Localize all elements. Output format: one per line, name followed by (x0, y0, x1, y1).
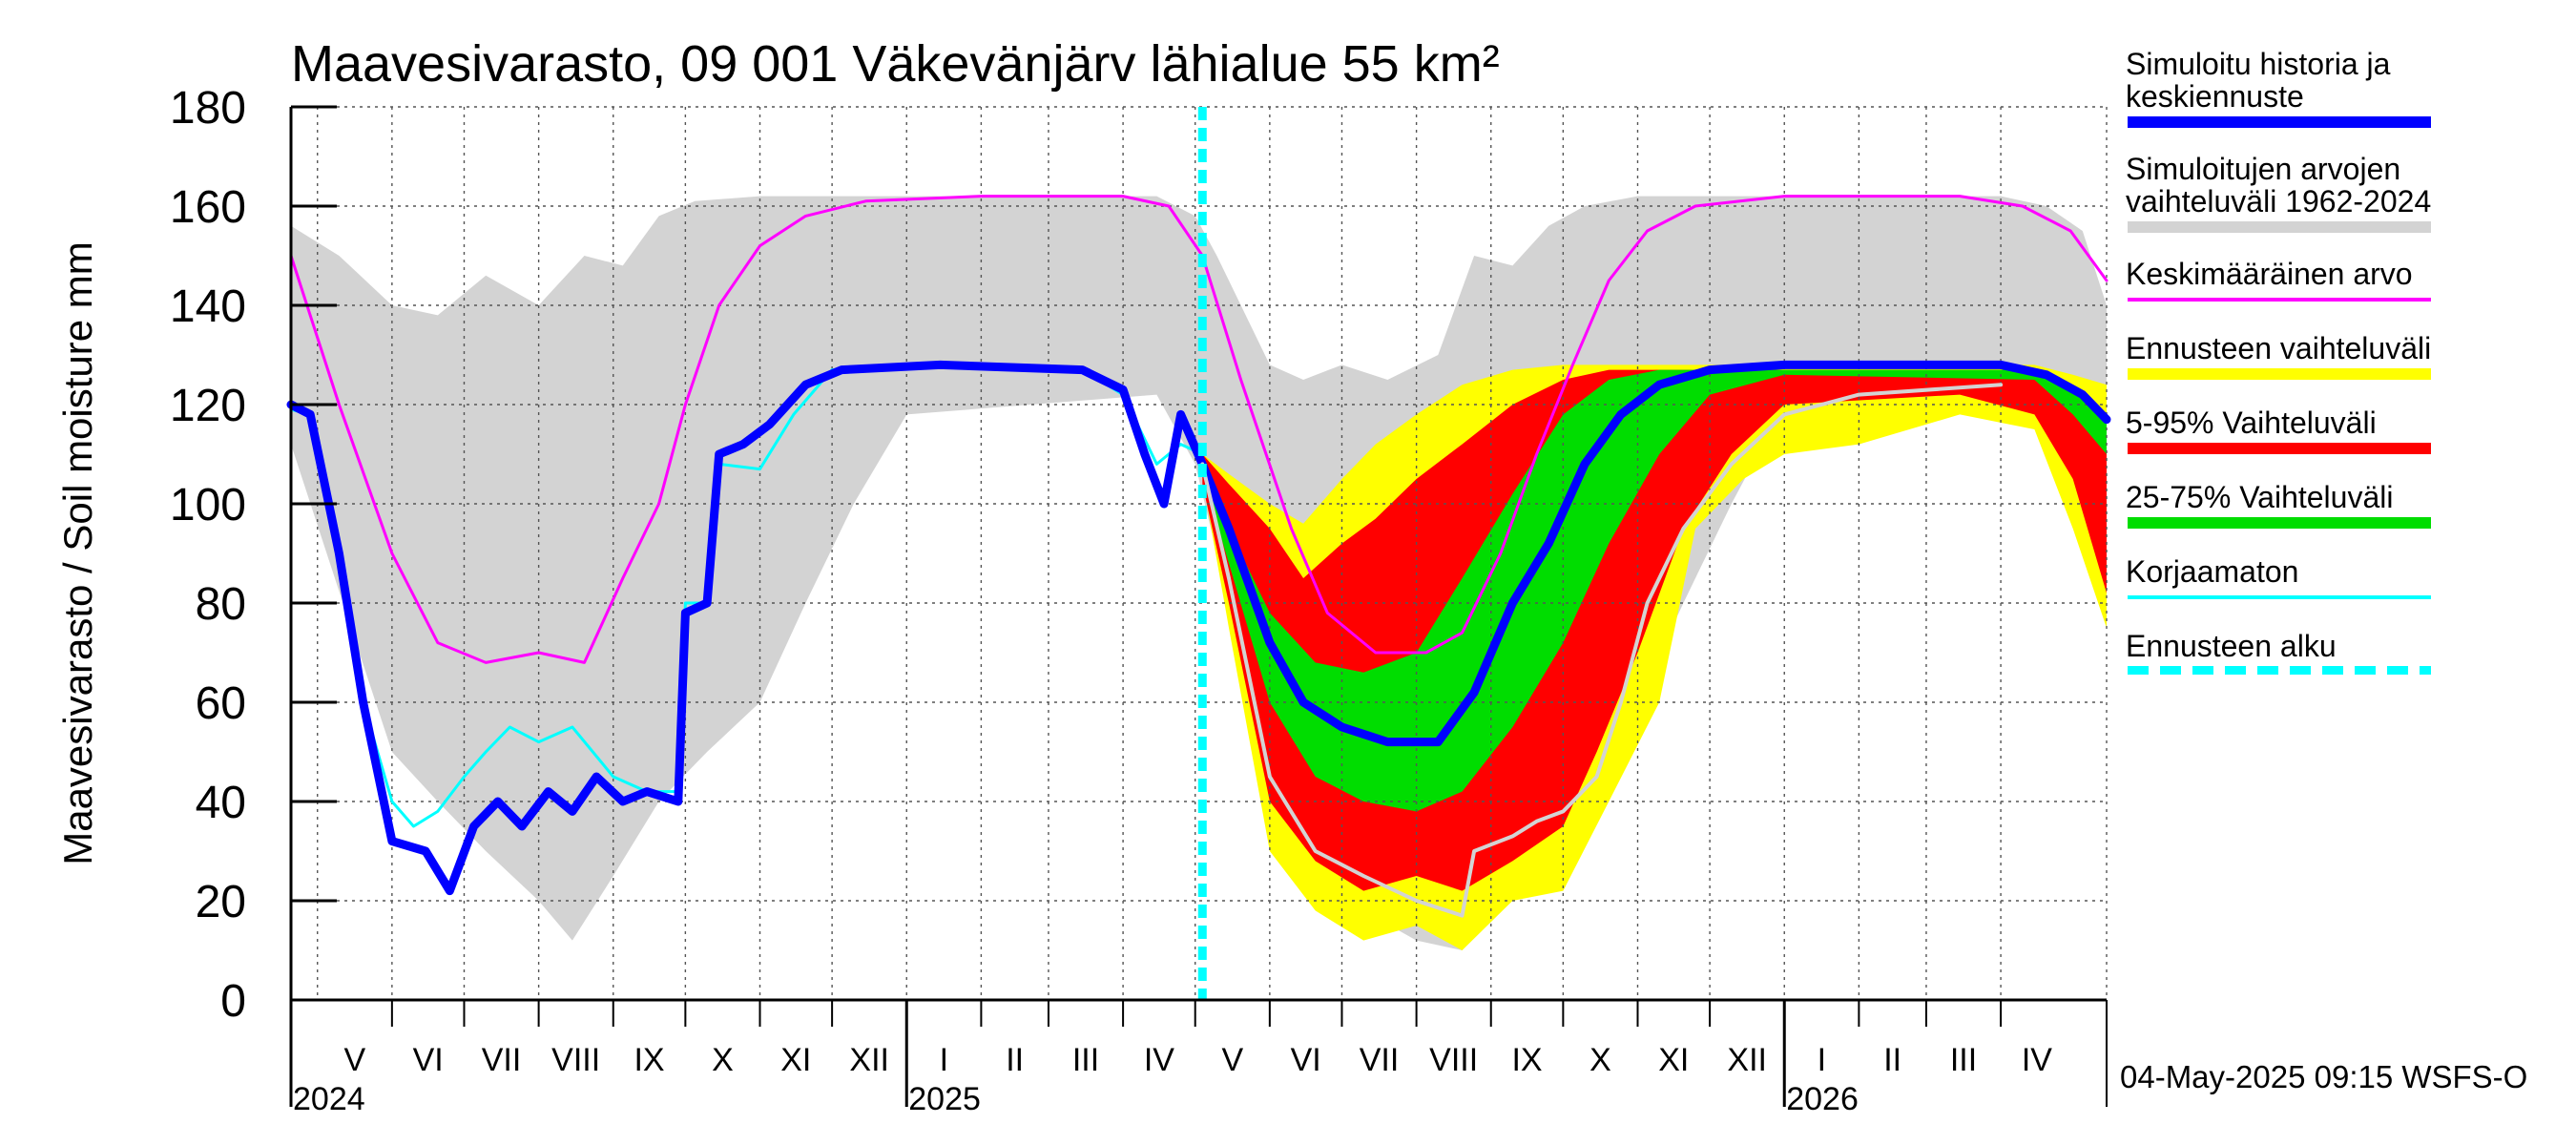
legend-label: 25-75% Vaihteluväli (2126, 480, 2394, 514)
month-label: XI (1658, 1042, 1689, 1078)
legend-swatch (2128, 517, 2431, 529)
grid-lines (291, 106, 2108, 1000)
month-label: XI (780, 1042, 811, 1078)
month-label: IV (1144, 1042, 1174, 1078)
band-25-75-vaihteluv-li (1202, 369, 2107, 812)
month-label: III (1072, 1042, 1099, 1078)
month-label: X (712, 1042, 734, 1078)
year-label: 2026 (1786, 1081, 1859, 1117)
month-label: V (1221, 1042, 1243, 1078)
month-label: VII (1360, 1042, 1400, 1078)
legend-swatch (2128, 443, 2431, 454)
y-tick-label: 180 (170, 83, 246, 134)
month-label: IV (2022, 1042, 2052, 1078)
month-label: X (1589, 1042, 1611, 1078)
series-lines (286, 107, 2111, 1000)
month-label: VI (413, 1042, 444, 1078)
legend-label: 5-95% Vaihteluväli (2126, 406, 2377, 440)
chart-title: Maavesivarasto, 09 001 Väkevänjärv lähia… (291, 35, 1500, 93)
month-label: I (1818, 1042, 1826, 1078)
month-label: II (1883, 1042, 1901, 1078)
legend-label: Simuloitujen arvojen vaihteluväli 1962-2… (2126, 152, 2432, 219)
y-tick-label: 160 (170, 182, 246, 233)
legend-label: Ennusteen vaihteluväli (2126, 331, 2432, 365)
y-tick-label: 120 (170, 381, 246, 431)
legend-item: Ennusteen alku (2126, 629, 2526, 675)
legend-swatch (2128, 221, 2431, 233)
legend-label: Korjaamaton (2126, 554, 2299, 589)
legend-label: Keskimääräinen arvo (2126, 257, 2413, 291)
month-label: XII (1727, 1042, 1767, 1078)
month-label: I (940, 1042, 948, 1078)
year-label: 2024 (293, 1081, 365, 1117)
y-tick-label: 40 (196, 778, 246, 828)
series-simulated-dry-year-trace (1200, 383, 2004, 918)
legend-item: Keskimääräinen arvo (2126, 257, 2526, 302)
month-label: VIII (1429, 1042, 1478, 1078)
legend-item: Simuloitu historia ja keskiennuste (2126, 47, 2526, 128)
month-label: VIII (551, 1042, 600, 1078)
year-label: 2025 (908, 1081, 981, 1117)
y-tick-label: 140 (170, 281, 246, 332)
legend-swatch (2128, 666, 2431, 675)
legend-swatch (2128, 116, 2431, 128)
legend-swatch (2128, 298, 2431, 302)
month-label: IX (1511, 1042, 1542, 1078)
month-label: VI (1291, 1042, 1321, 1078)
y-tick-label: 0 (220, 976, 246, 1027)
legend-swatch (2128, 368, 2431, 380)
legend-item: 5-95% Vaihteluväli (2126, 406, 2526, 454)
month-label: III (1950, 1042, 1977, 1078)
month-label: IX (634, 1042, 664, 1078)
legend-item: 25-75% Vaihteluväli (2126, 480, 2526, 529)
legend-item: Korjaamaton (2126, 554, 2526, 599)
series-simuloitu-historia-ja-keskiennuste (286, 360, 2111, 896)
y-tick-label: 20 (196, 877, 246, 927)
y-tick-label: 100 (170, 480, 246, 531)
legend-label: Simuloitu historia ja keskiennuste (2126, 47, 2391, 114)
legend-label: Ennusteen alku (2126, 629, 2337, 663)
month-label: V (343, 1042, 365, 1078)
timestamp: 04-May-2025 09:15 WSFS-O (2120, 1059, 2528, 1094)
legend-item: Ennusteen vaihteluväli (2126, 331, 2526, 380)
legend-item: Simuloitujen arvojen vaihteluväli 1962-2… (2126, 152, 2526, 233)
y-tick-label: 60 (196, 678, 246, 729)
y-axis-label: Maavesivarasto / Soil moisture mm (55, 241, 100, 865)
y-tick-label: 80 (196, 579, 246, 630)
month-label: II (1006, 1042, 1024, 1078)
month-label: VII (482, 1042, 522, 1078)
legend-swatch (2128, 595, 2431, 599)
month-label: XII (849, 1042, 889, 1078)
